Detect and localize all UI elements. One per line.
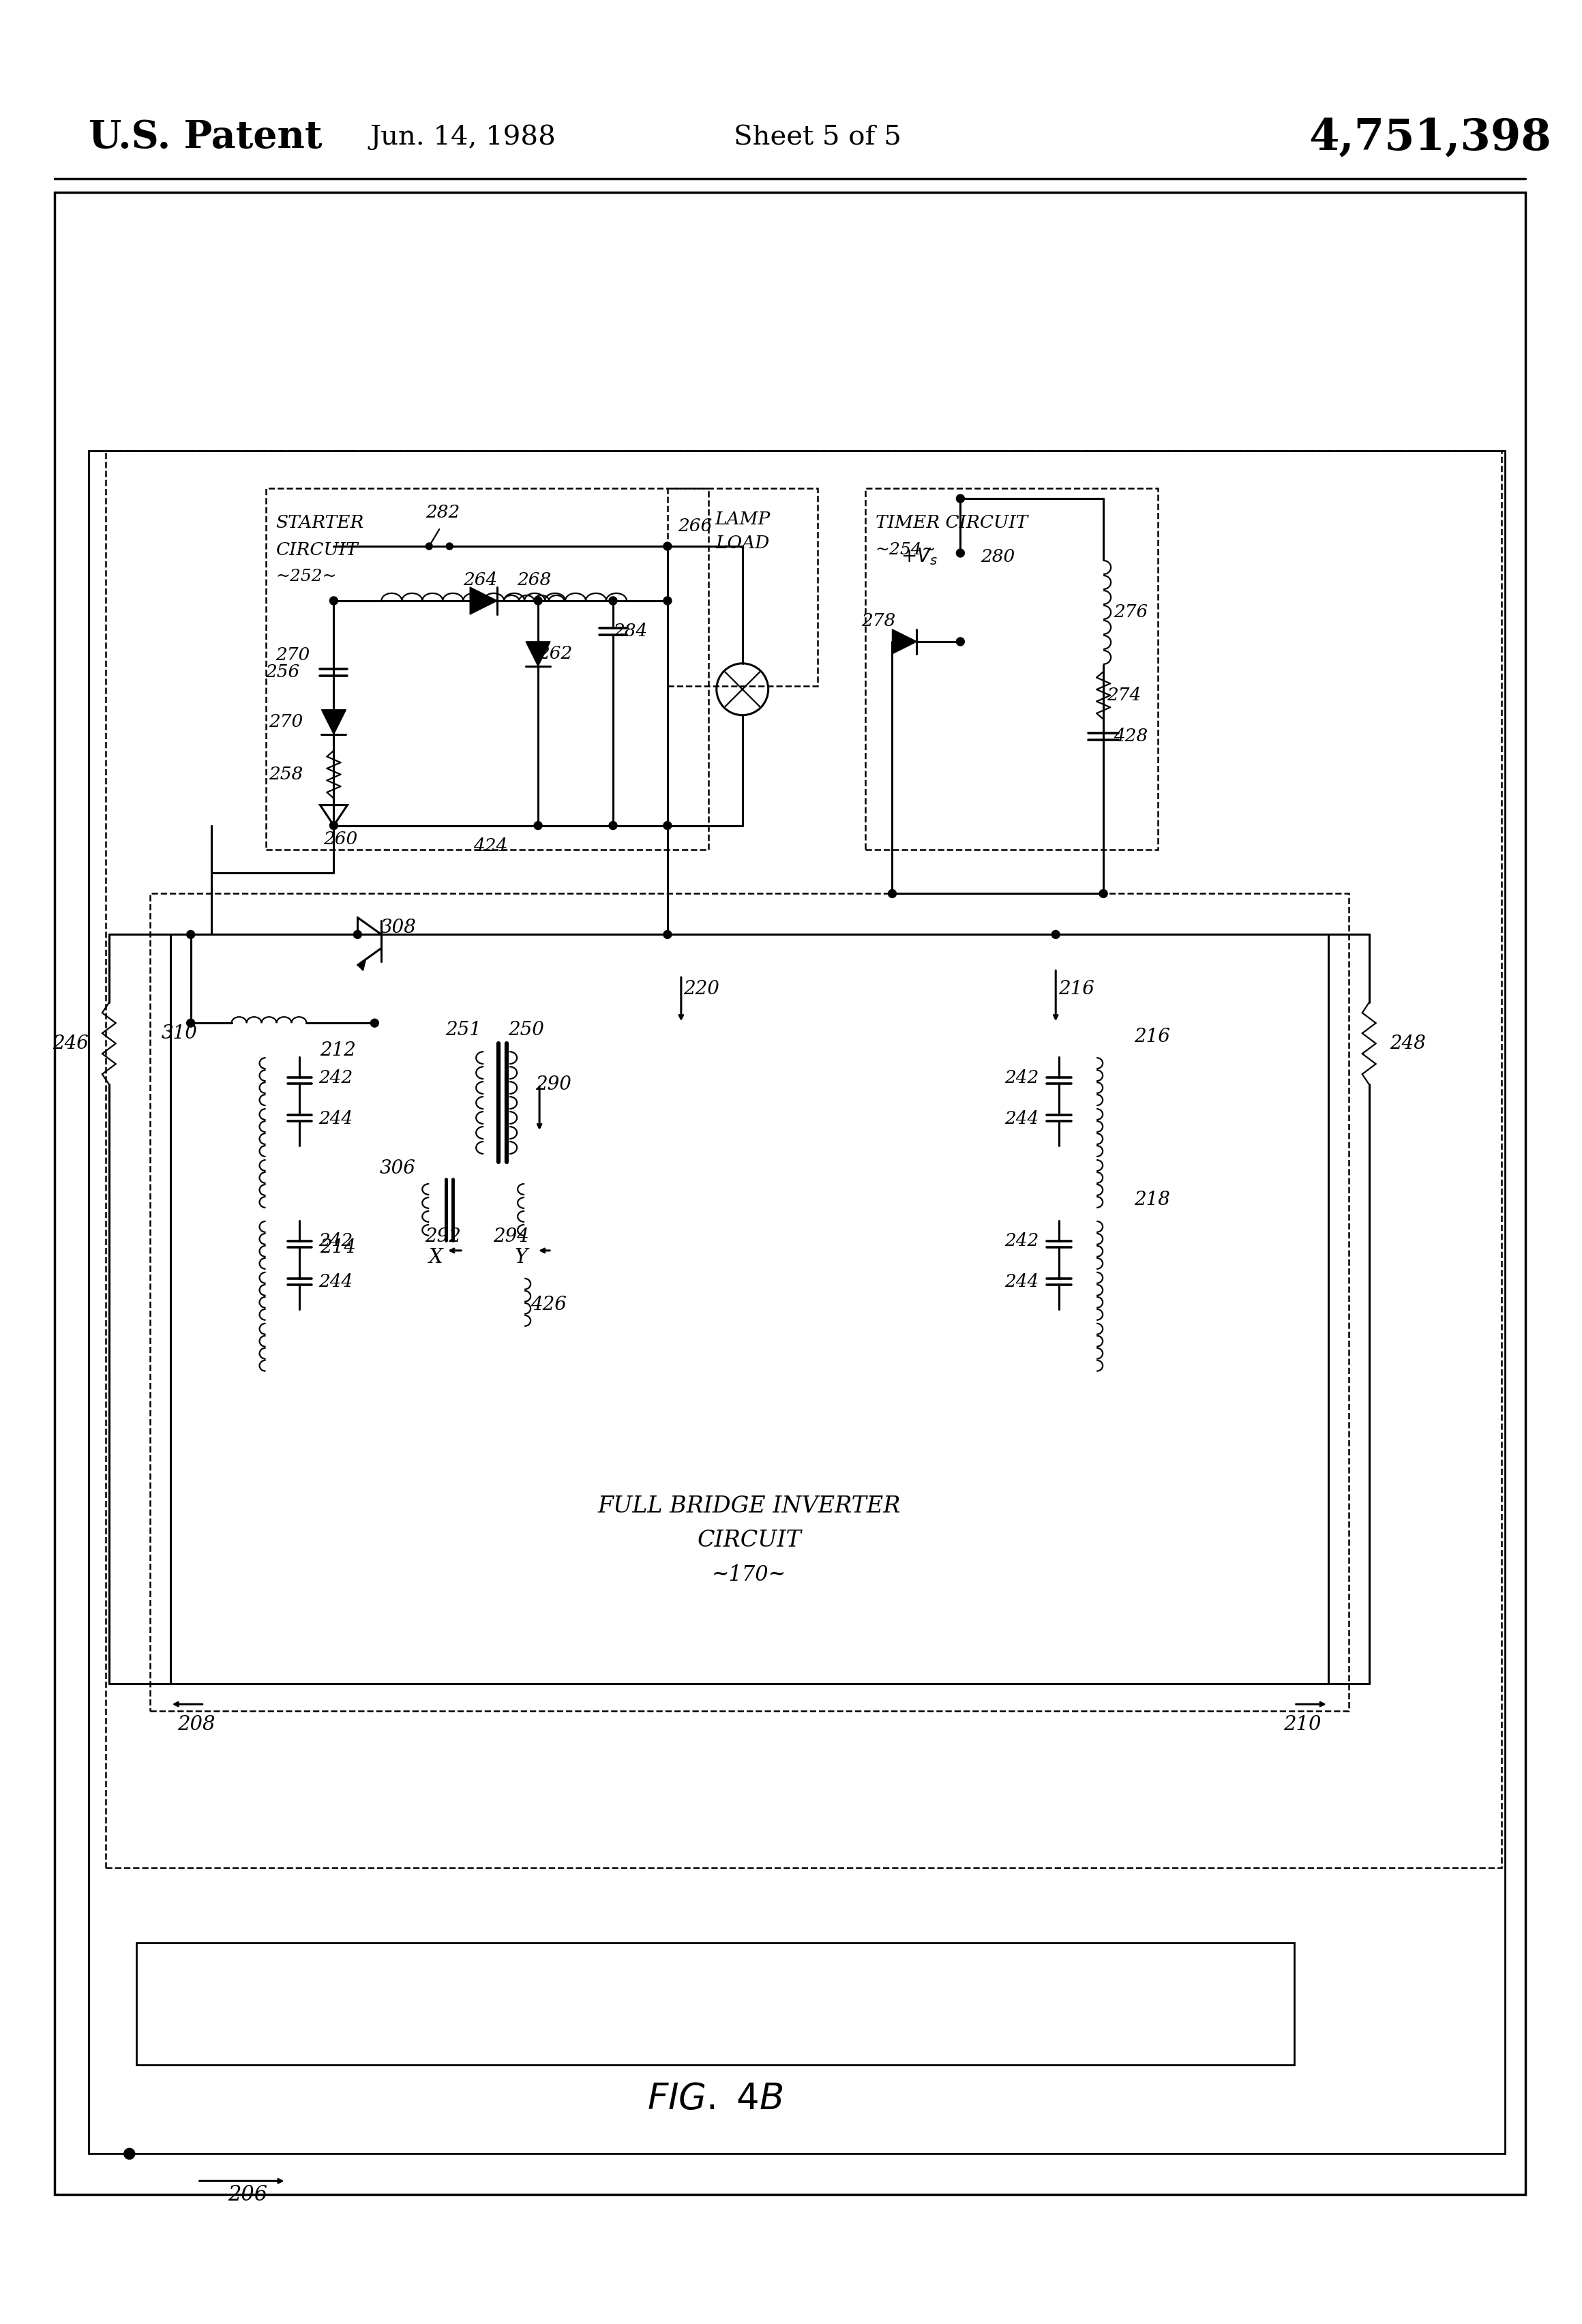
Bar: [150, 895, 1348, 1710]
Circle shape: [663, 541, 672, 551]
Text: 251: 251: [445, 1020, 481, 1039]
Text: CIRCUIT: CIRCUIT: [275, 541, 358, 558]
Text: 308: 308: [380, 918, 416, 937]
Text: 256: 256: [266, 665, 299, 681]
Polygon shape: [358, 960, 365, 971]
Text: 260: 260: [324, 830, 358, 848]
Text: 212: 212: [320, 1041, 356, 1060]
Bar: [106, 451, 1501, 1868]
Polygon shape: [892, 630, 918, 653]
Circle shape: [535, 820, 543, 830]
Text: CIRCUIT: CIRCUIT: [698, 1529, 802, 1552]
Text: TIMER CIRCUIT: TIMER CIRCUIT: [875, 514, 1027, 530]
Circle shape: [446, 544, 452, 551]
Text: FULL BRIDGE INVERTER: FULL BRIDGE INVERTER: [598, 1497, 900, 1518]
Circle shape: [187, 1018, 195, 1027]
Text: 242: 242: [1005, 1069, 1039, 1085]
Circle shape: [1099, 890, 1107, 897]
Text: 284: 284: [612, 623, 647, 639]
Text: ~254~: ~254~: [875, 541, 937, 558]
Text: STARTER: STARTER: [275, 514, 364, 530]
Circle shape: [123, 2147, 134, 2159]
Text: $+V_s$: $+V_s$: [902, 546, 938, 567]
Text: 242: 242: [1005, 1232, 1039, 1250]
Text: X: X: [429, 1248, 443, 1267]
Text: 280: 280: [981, 548, 1016, 565]
Text: 426: 426: [530, 1297, 566, 1315]
Text: 266: 266: [677, 518, 712, 535]
Text: 214: 214: [320, 1239, 356, 1257]
Circle shape: [663, 820, 672, 830]
Text: 264: 264: [464, 572, 497, 588]
Text: $\mathit{FIG.\ 4B}$: $\mathit{FIG.\ 4B}$: [647, 2082, 783, 2117]
Text: 244: 244: [1005, 1111, 1039, 1127]
Circle shape: [663, 597, 672, 604]
Text: 428: 428: [1114, 727, 1149, 744]
Circle shape: [1052, 930, 1060, 939]
Bar: [136, 1943, 1294, 2066]
Circle shape: [663, 930, 672, 939]
Text: 210: 210: [1283, 1715, 1321, 1734]
Text: 248: 248: [1389, 1034, 1425, 1053]
Text: 306: 306: [380, 1160, 416, 1178]
Text: 242: 242: [318, 1232, 353, 1250]
Circle shape: [426, 544, 432, 551]
Text: ~252~: ~252~: [275, 569, 337, 586]
Text: 262: 262: [538, 646, 573, 662]
Text: 244: 244: [318, 1111, 353, 1127]
Text: LAMP: LAMP: [715, 511, 770, 528]
Text: 250: 250: [508, 1020, 544, 1039]
Circle shape: [353, 930, 362, 939]
Circle shape: [609, 820, 617, 830]
Circle shape: [329, 597, 339, 604]
Text: Sheet 5 of 5: Sheet 5 of 5: [734, 125, 902, 151]
Text: 290: 290: [535, 1076, 571, 1095]
Bar: [89, 451, 1504, 2154]
Text: 276: 276: [1114, 604, 1149, 621]
Circle shape: [329, 820, 339, 830]
Text: 4,751,398: 4,751,398: [1308, 116, 1552, 158]
Text: 270: 270: [269, 713, 304, 730]
Circle shape: [609, 597, 617, 604]
Text: 244: 244: [318, 1274, 353, 1290]
Text: 274: 274: [1107, 688, 1141, 704]
Bar: [865, 488, 1158, 848]
Circle shape: [370, 1018, 378, 1027]
Text: 294: 294: [494, 1227, 528, 1246]
Text: Y: Y: [514, 1248, 528, 1267]
Bar: [668, 488, 818, 686]
Text: 208: 208: [177, 1715, 215, 1734]
Text: LOAD: LOAD: [715, 535, 769, 551]
Text: 218: 218: [1134, 1190, 1171, 1208]
Bar: [54, 193, 1525, 2194]
Circle shape: [956, 637, 965, 646]
Text: 220: 220: [683, 981, 720, 999]
Circle shape: [535, 597, 543, 604]
Text: 268: 268: [517, 572, 551, 588]
Circle shape: [956, 495, 965, 502]
Bar: [266, 488, 709, 848]
Text: 424: 424: [473, 837, 508, 855]
Text: 244: 244: [1005, 1274, 1039, 1290]
Polygon shape: [525, 641, 551, 667]
Text: 242: 242: [318, 1069, 353, 1085]
Circle shape: [956, 548, 965, 558]
Text: 246: 246: [52, 1034, 89, 1053]
Text: 278: 278: [862, 614, 895, 630]
Text: 258: 258: [269, 767, 304, 783]
Text: 310: 310: [161, 1025, 198, 1043]
Text: 282: 282: [426, 504, 460, 521]
Text: 292: 292: [424, 1227, 460, 1246]
Polygon shape: [470, 588, 497, 614]
Text: ~170~: ~170~: [712, 1564, 786, 1585]
Circle shape: [187, 930, 195, 939]
Text: 270: 270: [275, 646, 310, 665]
Circle shape: [888, 890, 897, 897]
Polygon shape: [321, 709, 346, 734]
Text: 216: 216: [1134, 1027, 1171, 1046]
Text: U.S. Patent: U.S. Patent: [89, 119, 323, 156]
Text: 206: 206: [228, 2185, 267, 2205]
Text: 216: 216: [1058, 981, 1095, 999]
Text: Jun. 14, 1988: Jun. 14, 1988: [370, 125, 557, 151]
